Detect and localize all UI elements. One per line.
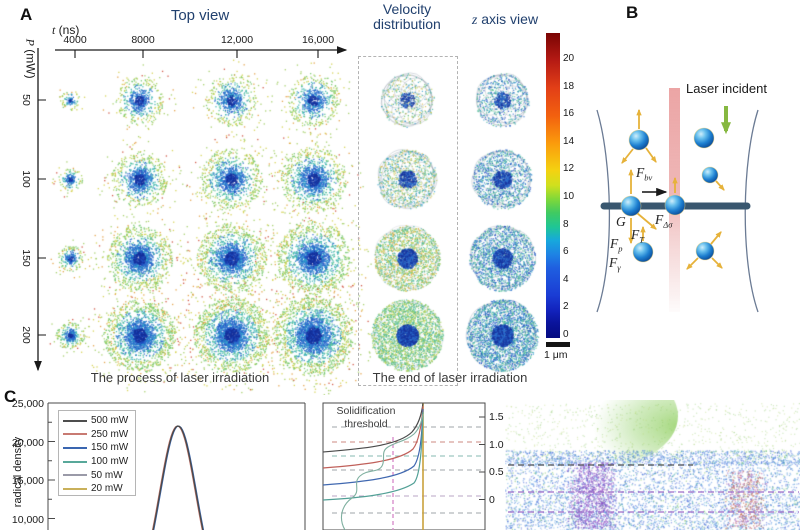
panel-c-ylabel: radical density: [11, 436, 24, 508]
legend-item: 20 mW: [59, 482, 135, 496]
colorbar: [546, 33, 560, 338]
legend-label: 50 mW: [91, 469, 123, 481]
panel-a-label: A: [20, 5, 33, 24]
t-tick-label: 12,000: [220, 34, 254, 46]
legend-label: 100 mW: [91, 456, 129, 468]
p-tick-label: 200: [20, 326, 32, 344]
legend-swatch: [63, 474, 87, 477]
velocity-title: Velocity distribution: [373, 1, 441, 33]
threshold-curves: [322, 402, 424, 530]
z-axis-view-title: z axis view: [471, 11, 539, 28]
panel-b-label: B: [626, 3, 639, 22]
legend-item: 500 mW: [59, 414, 135, 428]
panel-a-axes: [34, 46, 348, 372]
colorbar-tick-label: 16: [563, 108, 575, 120]
p-tick-label: 50: [20, 94, 32, 106]
p-tick-label: 150: [20, 249, 32, 267]
c-right-tick-label: 0: [489, 493, 495, 506]
legend-item: 100 mW: [59, 455, 135, 469]
laser-incident-label: Laser incident: [686, 81, 767, 96]
c-right-tick-label: 1.0: [489, 438, 504, 451]
force-arrows: [621, 108, 725, 270]
axis-ticks: [38, 50, 319, 336]
panel-b-diagram: [596, 88, 759, 313]
top-view-title: Top view: [170, 7, 230, 24]
colorbar-tick-label: 8: [563, 218, 569, 230]
panel-c-right-dashes: [508, 464, 799, 513]
panel-c-middle-plot: [322, 402, 486, 530]
colorbar-tick-label: 12: [563, 163, 575, 175]
legend-item: 150 mW: [59, 441, 135, 455]
trap-wall-right: [744, 109, 759, 313]
colorbar-tick-label: 20: [563, 53, 575, 64]
legend-item: 250 mW: [59, 428, 135, 442]
legend-item: 50 mW: [59, 468, 135, 482]
legend-label: 150 mW: [91, 442, 129, 454]
force-label-g: G: [616, 214, 626, 229]
t-tick-label: 8000: [131, 34, 155, 46]
panel-c-legend: 500 mW 250 mW 150 mW 100 mW 50 mW 20 mW: [58, 410, 136, 496]
scale-bar-label: 1 μm: [544, 349, 568, 361]
caption-process: The process of laser irradiation: [90, 370, 270, 385]
panel-a-scatter-canvas: [0, 0, 600, 395]
colorbar-tick-label: 10: [563, 191, 575, 202]
legend-swatch: [63, 460, 87, 463]
force-label-fbv: Fbv: [636, 165, 653, 183]
legend-label: 20 mW: [91, 483, 123, 495]
force-label-fg: Fγ: [609, 255, 621, 273]
legend-swatch: [63, 433, 87, 436]
force-label-fp: Fp: [610, 236, 623, 254]
c-ytick-label: 20,000: [11, 436, 44, 449]
c-right-tick-label: 1.5: [489, 411, 504, 423]
t-axis-label: t (ns): [52, 23, 80, 37]
p-axis-label: P (mW): [23, 38, 38, 79]
solidification-threshold-label: Solidification threshold: [336, 405, 396, 430]
c-right-tick-label: 0.5: [489, 466, 504, 478]
legend-swatch: [63, 446, 87, 449]
legend-label: 250 mW: [91, 428, 129, 440]
c-ytick-label: 10,000: [11, 513, 44, 526]
velocity-column-dashed-box: [358, 56, 458, 386]
legend-label: 500 mW: [91, 415, 129, 427]
p-tick-label: 100: [20, 170, 32, 188]
panel-c-label: C: [4, 387, 17, 406]
t-tick-label: 4000: [63, 34, 87, 46]
caption-end: The end of laser irradiation: [372, 370, 528, 385]
trap-wall-left: [596, 109, 611, 313]
c-ytick-label: 25,000: [11, 398, 44, 410]
t-tick-label: 16,000: [301, 34, 335, 46]
radical-density-curves: [151, 425, 205, 530]
force-label-fds: FΔσ: [655, 212, 673, 230]
force-label-ft: FT: [631, 227, 644, 245]
colorbar-tick-label: 0: [563, 329, 569, 340]
colorbar-tick-label: 4: [563, 273, 569, 285]
colorbar-tick-label: 14: [563, 135, 575, 147]
panel-c-left-plot: [47, 402, 306, 530]
c-ytick-label: 15,000: [11, 475, 44, 487]
legend-swatch: [63, 487, 87, 490]
colorbar-tick-label: 2: [563, 301, 569, 313]
scale-bar: [546, 342, 570, 347]
particles: [620, 127, 719, 263]
legend-swatch: [63, 419, 87, 422]
colorbar-tick-label: 6: [563, 246, 569, 258]
colorbar-tick-label: 18: [563, 80, 575, 92]
